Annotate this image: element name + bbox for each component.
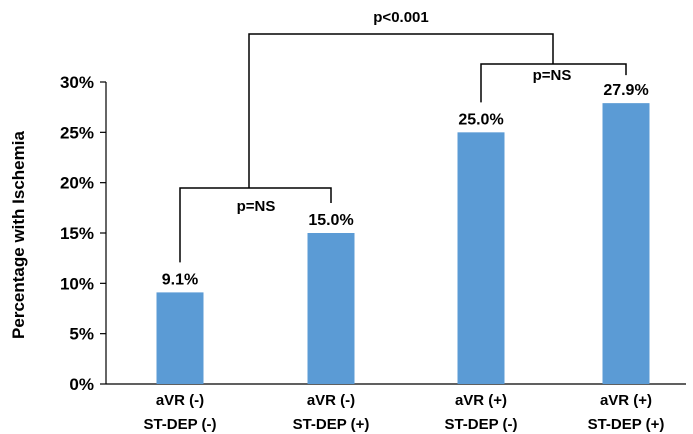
significance-annotations: p=NS p=NS p<0.001 <box>179 9 627 263</box>
y-tick-label: 30% <box>60 73 94 92</box>
category-labels: aVR (-) ST-DEP (-) aVR (-) ST-DEP (+) aVR (+… <box>143 392 664 433</box>
category-label-line2: ST-DEP (+) <box>293 416 370 433</box>
y-tick-label: 25% <box>60 123 94 142</box>
category-label-line1: aVR (+) <box>600 392 652 409</box>
data-label: 9.1% <box>162 271 198 288</box>
category-label-line2: ST-DEP (-) <box>444 416 517 433</box>
y-tick-label: 15% <box>60 224 94 243</box>
data-label: 27.9% <box>603 82 648 99</box>
y-tick-label: 20% <box>60 174 94 193</box>
bar <box>156 292 204 384</box>
y-tick-label: 0% <box>69 375 94 394</box>
category-label-line1: aVR (-) <box>307 392 355 409</box>
data-label: 25.0% <box>458 111 503 128</box>
category-label-line1: aVR (+) <box>455 392 507 409</box>
y-tick-label: 5% <box>69 325 94 344</box>
bar <box>307 233 355 384</box>
bar <box>457 132 505 384</box>
bars <box>156 103 650 384</box>
y-ticks: 0% 5% 10% 15% 20% 25% 30% <box>60 73 106 394</box>
y-tick-label: 10% <box>60 274 94 293</box>
significance-label: p<0.001 <box>373 9 428 26</box>
data-label: 15.0% <box>308 212 353 229</box>
significance-label: p=NS <box>533 67 572 84</box>
bracket-line <box>179 187 332 263</box>
data-labels: 9.1% 15.0% 25.0% 27.9% <box>162 82 649 288</box>
category-label-line2: ST-DEP (+) <box>588 416 665 433</box>
category-label-line2: ST-DEP (-) <box>143 416 216 433</box>
category-label-line1: aVR (-) <box>156 392 204 409</box>
significance-label: p=NS <box>237 198 276 215</box>
bracket-line <box>248 33 554 188</box>
bar <box>602 103 650 384</box>
y-axis-label: Percentage with Ischemia <box>9 131 28 339</box>
